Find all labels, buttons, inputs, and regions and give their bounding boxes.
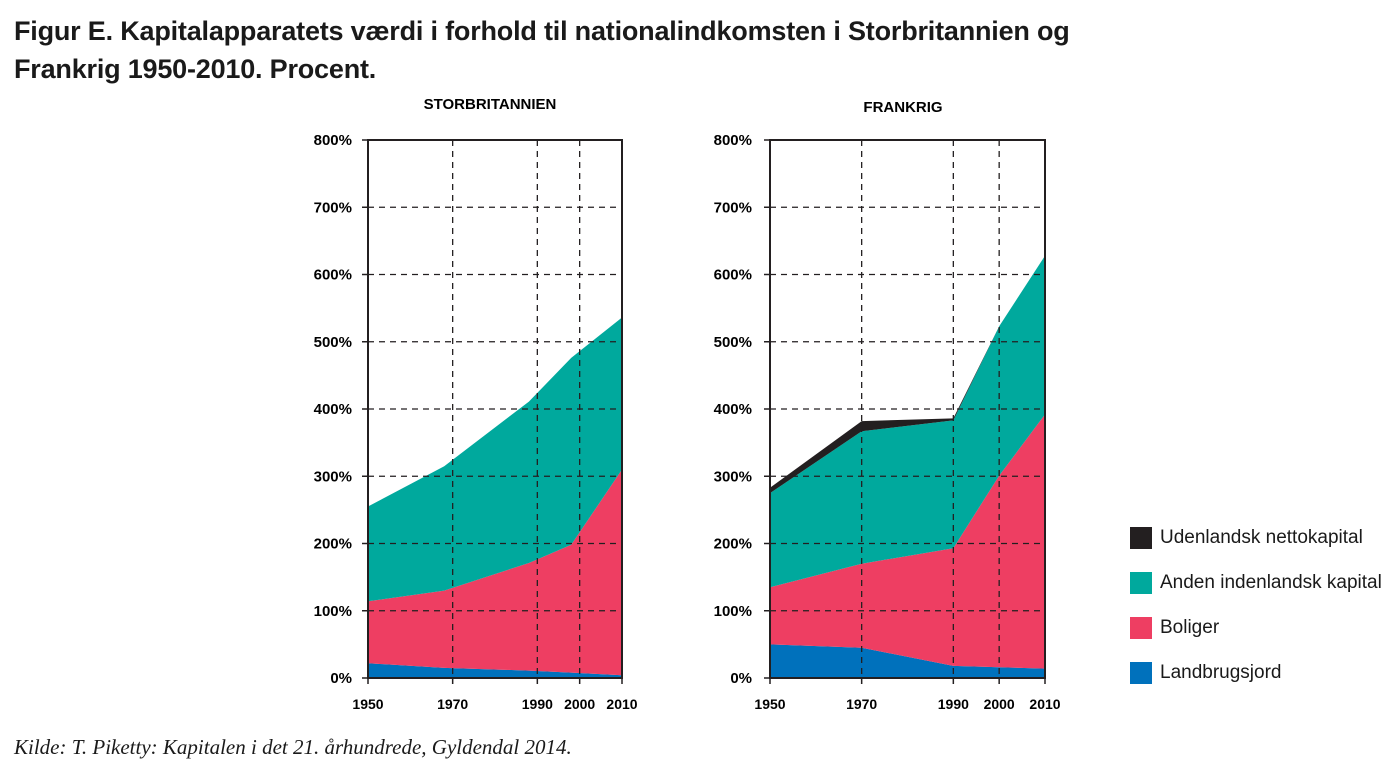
area-landbrug bbox=[368, 663, 622, 678]
legend-label-udenlandsk: Udenlandsk nettokapital bbox=[1160, 526, 1363, 548]
legend-item-landbrug: Landbrugsjord bbox=[1130, 650, 1398, 695]
y-tick-label: 100% bbox=[314, 603, 352, 620]
y-tick-label: 400% bbox=[314, 401, 352, 418]
area-udenlandsk bbox=[770, 255, 1045, 494]
y-tick-label: 700% bbox=[314, 199, 352, 216]
plot-frame bbox=[769, 139, 1046, 679]
figure-title-line-1: Figur E. Kapitalapparatets værdi i forho… bbox=[14, 16, 1070, 46]
y-tick-label: 600% bbox=[314, 267, 352, 284]
legend-label-anden: Anden indenlandsk kapital bbox=[1160, 571, 1382, 593]
legend-label-landbrug: Landbrugsjord bbox=[1160, 661, 1282, 683]
y-tick-label: 300% bbox=[314, 468, 352, 485]
y-tick-label: 300% bbox=[714, 468, 752, 485]
y-tick-label: 500% bbox=[314, 334, 352, 351]
legend-swatch-anden bbox=[1130, 571, 1152, 594]
area-anden bbox=[770, 255, 1045, 588]
legend-swatch-udenlandsk bbox=[1130, 526, 1152, 549]
x-tick-label: 2000 bbox=[984, 696, 1015, 712]
legend-swatch-boliger bbox=[1130, 616, 1152, 639]
chart-panel-frankrig: FRANKRIG 0% 100% 200% 300% 400% 500% 600% 700% 80… bbox=[714, 99, 1061, 712]
y-tick-label: 400% bbox=[714, 401, 752, 418]
x-tick-label: 2010 bbox=[606, 696, 637, 712]
y-tick-label: 700% bbox=[714, 199, 752, 216]
panel-title: FRANKRIG bbox=[863, 99, 942, 116]
panel-title: STORBRITANNIEN bbox=[424, 96, 557, 113]
y-tick-label: 0% bbox=[730, 670, 752, 687]
x-tick-label: 2010 bbox=[1029, 696, 1060, 712]
legend-swatch-landbrug bbox=[1130, 661, 1152, 684]
legend-item-anden: Anden indenlandsk kapital bbox=[1130, 560, 1398, 605]
area-boliger bbox=[770, 414, 1045, 669]
chart-panel-storbritannien: STORBRITANNIEN 0% 100% 200% 300% 400% 500% 600%… bbox=[314, 96, 638, 712]
x-tick-label: 1950 bbox=[754, 696, 785, 712]
x-tick-label: 1970 bbox=[437, 696, 468, 712]
figure-title: Figur E. Kapitalapparatets værdi i forho… bbox=[14, 12, 1214, 88]
area-anden bbox=[368, 317, 622, 602]
y-tick-label: 200% bbox=[314, 536, 352, 553]
x-tick-label: 1990 bbox=[522, 696, 553, 712]
source-note: Kilde: T. Piketty: Kapitalen i det 21. å… bbox=[14, 735, 572, 759]
y-tick-label: 800% bbox=[314, 132, 352, 149]
x-tick-label: 1970 bbox=[846, 696, 877, 712]
area-boliger bbox=[368, 469, 622, 676]
x-tick-label: 2000 bbox=[564, 696, 595, 712]
y-tick-label: 500% bbox=[714, 334, 752, 351]
area-landbrug bbox=[770, 644, 1045, 678]
x-tick-label: 1950 bbox=[352, 696, 383, 712]
legend: Udenlandsk nettokapital Anden indenlands… bbox=[1130, 515, 1398, 695]
legend-item-udenlandsk: Udenlandsk nettokapital bbox=[1130, 515, 1398, 560]
y-tick-label: 0% bbox=[330, 670, 352, 687]
plot-frame bbox=[367, 139, 623, 679]
y-tick-label: 200% bbox=[714, 536, 752, 553]
figure-title-line-2: Frankrig 1950-2010. Procent. bbox=[14, 54, 377, 84]
y-tick-label: 800% bbox=[714, 132, 752, 149]
x-tick-label: 1990 bbox=[938, 696, 969, 712]
legend-item-boliger: Boliger bbox=[1130, 605, 1398, 650]
y-tick-label: 600% bbox=[714, 267, 752, 284]
legend-label-boliger: Boliger bbox=[1160, 616, 1220, 638]
y-tick-label: 100% bbox=[714, 603, 752, 620]
